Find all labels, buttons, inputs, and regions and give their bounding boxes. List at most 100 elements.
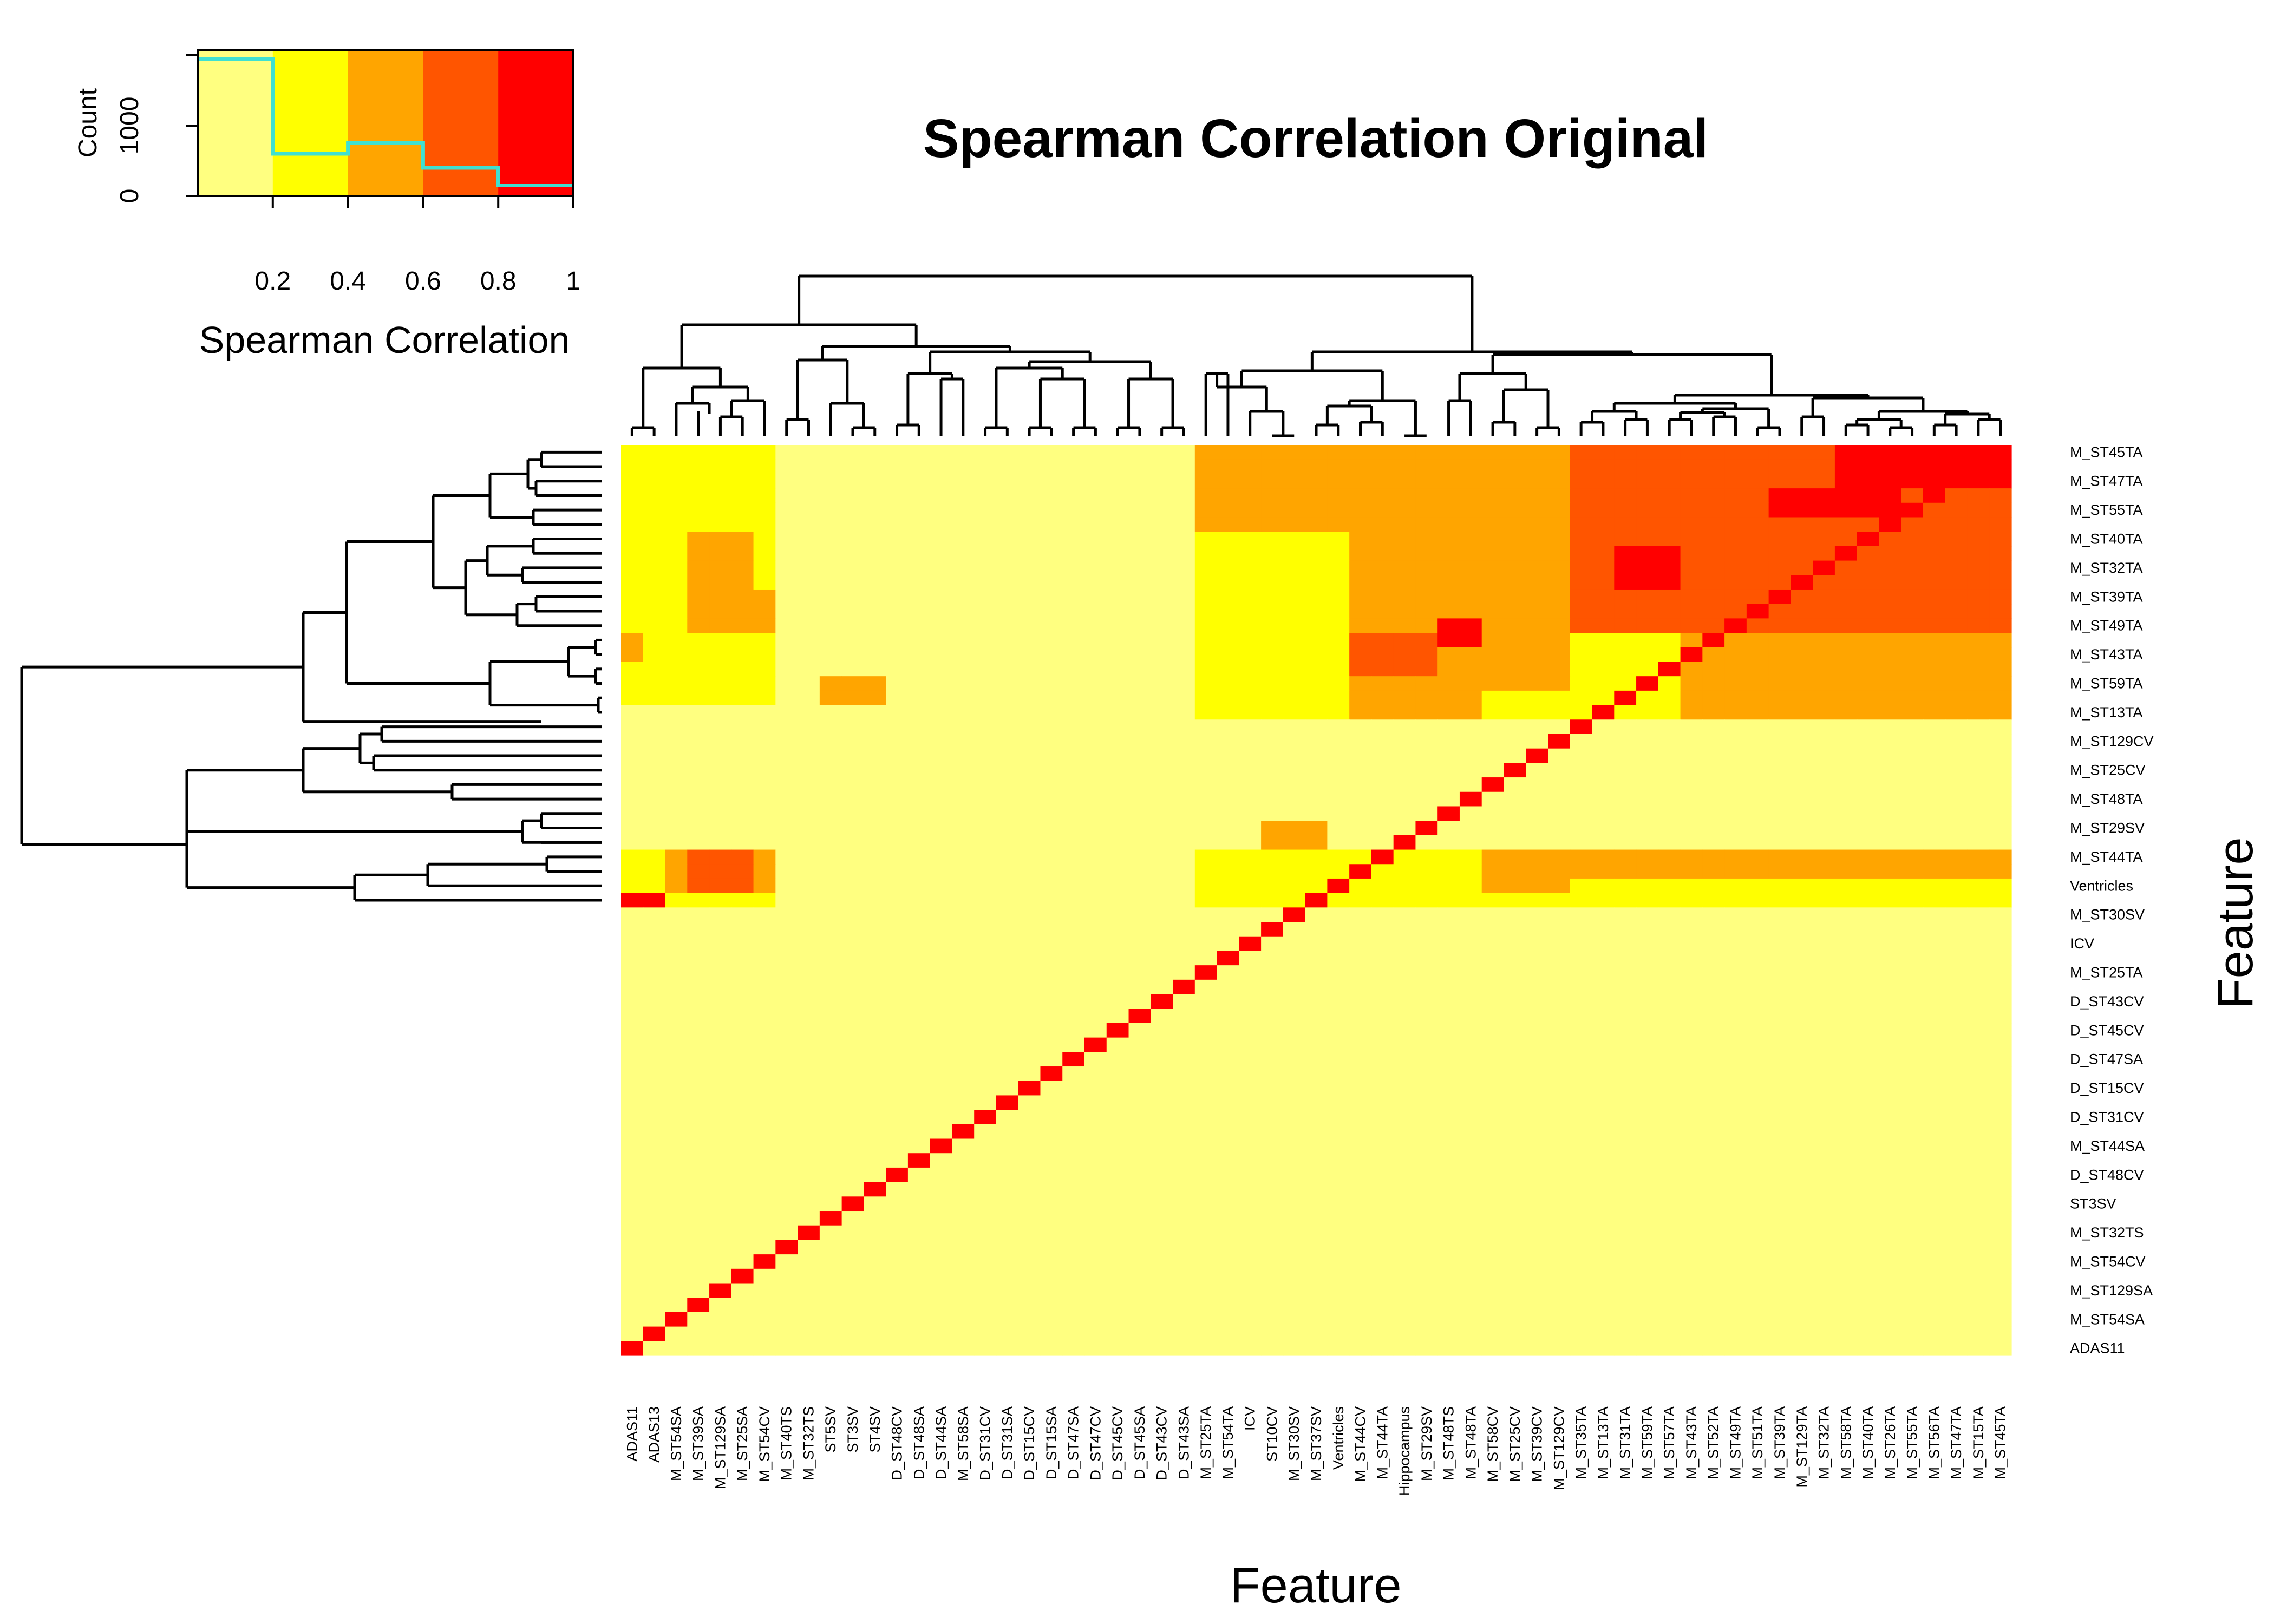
heatmap-cell [1746,1268,1769,1284]
heatmap-cell [1151,589,1173,605]
heatmap-cell [886,835,909,850]
heatmap-cell [1945,1283,1968,1298]
heatmap-cell [1967,922,1990,937]
heatmap-cell [1857,777,1880,793]
heatmap-cell [1879,1312,1901,1327]
heatmap-cell [1040,633,1063,648]
heatmap-cell [1614,1182,1637,1197]
heatmap-cell [930,662,953,677]
heatmap-cell [1128,951,1151,966]
heatmap-cell [1106,546,1129,561]
heatmap-cell [841,951,864,966]
heatmap-cell [1349,1283,1372,1298]
heatmap-cell [996,1023,1019,1038]
heatmap-cell [907,907,931,922]
heatmap-cell [1680,1298,1703,1313]
heatmap-cell [1923,1182,1946,1197]
heatmap-cell [841,474,864,489]
heatmap-cell [1702,633,1725,648]
heatmap-cell [1327,791,1350,807]
heatmap-cell [687,864,710,879]
heatmap-cell [1415,1254,1438,1269]
heatmap-cell [1636,791,1659,807]
heatmap-cell [1592,734,1615,749]
row-label: M_ST129SA [2070,1282,2153,1299]
heatmap-cell [886,1052,909,1067]
heatmap-cell [665,1182,688,1197]
heatmap-cell [1901,690,1924,706]
heatmap-cell [709,604,732,619]
heatmap-cell [1349,1037,1372,1052]
heatmap-cell [1768,546,1791,561]
heatmap-cell [1437,1052,1460,1067]
heatmap-cell [1018,633,1041,648]
heatmap-cell [1636,532,1659,547]
heatmap-cell [930,748,953,763]
heatmap-cell [1106,1153,1129,1168]
heatmap-cell [864,719,886,735]
heatmap-cell [1857,459,1880,474]
heatmap-cell [1614,517,1637,532]
heatmap-cell [1173,1138,1195,1154]
heatmap-cell [1393,1153,1416,1168]
heatmap-cell [1702,1153,1725,1168]
heatmap-cell [1658,1268,1681,1284]
heatmap-cell [1923,1095,1946,1110]
heatmap-cell [841,589,864,605]
heatmap-cell [1393,791,1416,807]
heatmap-cell [952,1312,975,1327]
heatmap-cell [864,1167,886,1183]
heatmap-cell [1283,835,1306,850]
heatmap-cell [775,1196,798,1212]
heatmap-cell [1791,1023,1813,1038]
heatmap-cell [1592,777,1615,793]
heatmap-cell [1128,878,1151,894]
heatmap-cell [687,1182,710,1197]
heatmap-cell [1879,1153,1901,1168]
heatmap-cell [687,1009,710,1024]
heatmap-cell [1879,1023,1901,1038]
heatmap-cell [1967,560,1990,575]
heatmap-cell [1084,618,1107,633]
heatmap-cell [731,1167,754,1183]
row-label: D_ST31CV [2070,1109,2144,1125]
heatmap-cell [643,1066,666,1082]
heatmap-cell [1724,878,1747,894]
heatmap-cell [709,647,732,663]
heatmap-cell [1526,459,1548,474]
heatmap-cell [731,1254,754,1269]
heatmap-cell [1989,849,2012,865]
heatmap-cell [1791,1240,1813,1255]
heatmap-cell [1239,633,1262,648]
heatmap-cell [1548,662,1571,677]
heatmap-cell [1791,763,1813,778]
heatmap-cell [1018,445,1041,460]
heatmap-cell [687,878,710,894]
heatmap-cell [1746,951,1769,966]
heatmap-cell [1791,676,1813,691]
heatmap-cell [1504,517,1526,532]
heatmap-cell [1813,1009,1835,1024]
heatmap-cell [1680,849,1703,865]
heatmap-cell [1813,1326,1835,1341]
heatmap-cell [1570,445,1593,460]
heatmap-cell [1879,1138,1901,1154]
heatmap-cell [1040,1153,1063,1168]
heatmap-cell [621,647,644,663]
heatmap-cell [1151,1167,1173,1183]
heatmap-cell [1261,575,1284,590]
heatmap-cell [621,662,644,677]
heatmap-cell [1813,546,1835,561]
heatmap-cell [1724,1225,1747,1241]
heatmap-cell [798,705,820,720]
heatmap-cell [1636,459,1659,474]
column-label: M_ST30SV [1286,1406,1302,1481]
heatmap-cell [1084,1268,1107,1284]
heatmap-cell [687,849,710,865]
heatmap-cell [1194,633,1218,648]
heatmap-cell [819,1110,842,1125]
heatmap-cell [1923,907,1946,922]
heatmap-cell [1548,1138,1571,1154]
heatmap-cell [907,748,931,763]
heatmap-cell [864,1196,886,1212]
